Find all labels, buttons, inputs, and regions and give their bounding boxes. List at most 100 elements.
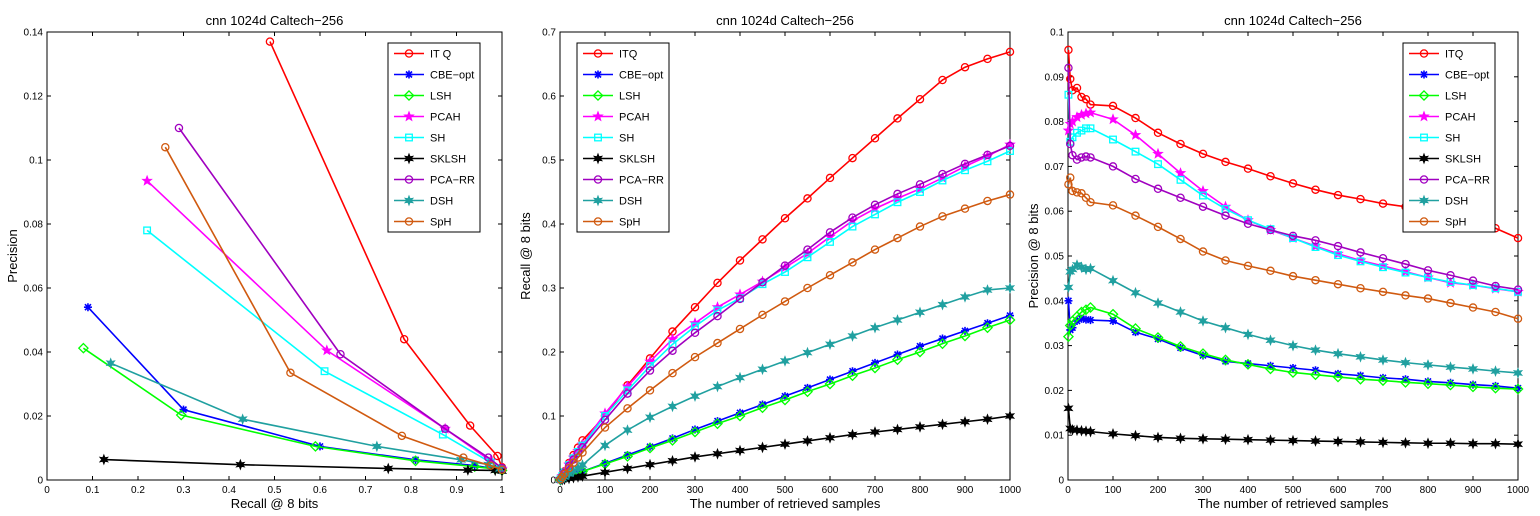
data-point	[235, 458, 246, 471]
legend-label: LSH	[1445, 91, 1466, 103]
data-point	[1068, 150, 1077, 160]
data-point	[802, 346, 813, 359]
x-tick-label: 700	[867, 485, 884, 496]
data-point	[1401, 291, 1410, 300]
data-point	[645, 366, 655, 375]
data-point	[1334, 251, 1342, 260]
data-point	[938, 212, 947, 221]
legend-marker	[405, 133, 413, 142]
legend-label: DSH	[619, 196, 642, 208]
x-tick-label: 0.3	[177, 485, 191, 496]
data-point	[1199, 191, 1207, 200]
legend-entry: SH	[583, 133, 634, 145]
legend-marker	[1418, 89, 1430, 102]
data-point	[1082, 315, 1090, 324]
y-tick-label: 0.06	[1045, 207, 1065, 218]
legend-label: PCA−RR	[430, 175, 475, 187]
data-point	[1006, 147, 1014, 155]
data-point	[915, 94, 925, 104]
data-point	[690, 352, 700, 362]
data-point	[1221, 157, 1230, 167]
legend-entry: PCAH	[394, 110, 461, 124]
data-point	[573, 453, 583, 462]
data-point	[1082, 124, 1090, 133]
chart-panel-1: 0 0.1 0.2 0.3 0.4 0.5 0.6 0.7 0.8 0.9 1 0 0.02 0.04 0.…	[5, 13, 508, 511]
data-point	[1377, 354, 1389, 366]
data-point	[1108, 162, 1118, 171]
data-point	[1355, 350, 1366, 363]
data-point	[1287, 339, 1299, 352]
data-point	[1131, 174, 1140, 184]
data-point	[1176, 234, 1185, 244]
data-point	[1332, 371, 1344, 383]
data-point	[713, 278, 722, 288]
y-tick-label: 0.04	[24, 348, 44, 359]
data-point	[825, 228, 835, 237]
data-point	[371, 440, 382, 453]
data-point	[1467, 381, 1479, 393]
data-point	[1197, 315, 1209, 327]
data-point	[1491, 381, 1500, 390]
data-point	[1175, 432, 1186, 445]
data-point	[1356, 284, 1365, 293]
data-point	[1131, 113, 1140, 123]
data-point	[1266, 266, 1275, 276]
data-point	[1075, 306, 1088, 318]
data-point	[734, 371, 746, 384]
data-point	[712, 447, 723, 460]
data-point	[893, 198, 902, 207]
data-point	[1077, 153, 1086, 162]
x-tick-label: 600	[1330, 485, 1347, 496]
data-point	[1332, 435, 1344, 448]
data-point	[143, 226, 152, 235]
data-point	[1445, 361, 1456, 373]
data-point	[560, 469, 569, 479]
data-point	[847, 330, 858, 342]
legend-entry: SH	[394, 133, 445, 145]
legend-entry: SpH	[583, 217, 640, 229]
x-tick-label: 1	[499, 485, 505, 496]
data-point	[667, 454, 678, 467]
series-pca-rr	[174, 123, 507, 473]
data-point	[735, 324, 745, 334]
data-point	[1174, 340, 1187, 353]
data-point	[824, 338, 836, 351]
data-point	[915, 222, 925, 231]
legend-entry: ITQ	[583, 49, 638, 61]
data-point	[1423, 266, 1433, 275]
legend-marker	[593, 175, 603, 184]
data-point	[577, 459, 588, 471]
data-point	[1086, 197, 1095, 207]
x-tick-label: 0.1	[86, 485, 100, 496]
series-sph	[1064, 173, 1523, 323]
data-point	[757, 363, 768, 376]
data-point	[758, 310, 767, 320]
data-point	[893, 233, 902, 243]
data-point	[1444, 379, 1457, 391]
x-tick-label: 0	[44, 485, 50, 496]
data-point	[780, 213, 790, 223]
data-point	[758, 277, 767, 287]
data-point	[623, 451, 632, 460]
legend-label: DSH	[430, 196, 453, 208]
data-point	[1377, 436, 1389, 449]
data-point	[803, 245, 812, 254]
legend-marker	[404, 49, 414, 58]
y-tick-label: 0.3	[542, 284, 556, 295]
data-point	[1265, 434, 1276, 446]
data-point	[175, 409, 187, 421]
data-point	[689, 426, 701, 438]
data-point	[1311, 185, 1320, 194]
data-point	[1131, 328, 1140, 337]
data-point	[469, 461, 481, 473]
legend: ITQ CBE−opt LSH PCAH SH SKLSH PCA−RR DSH SpH	[1402, 42, 1496, 233]
data-point	[1467, 363, 1479, 375]
data-point	[1073, 128, 1081, 137]
legend-label: SH	[430, 133, 445, 145]
legend-marker	[1420, 70, 1428, 79]
data-point	[1333, 279, 1343, 289]
data-point	[1085, 425, 1096, 438]
data-point	[265, 37, 275, 46]
data-point	[690, 302, 700, 312]
data-point	[1512, 383, 1524, 395]
